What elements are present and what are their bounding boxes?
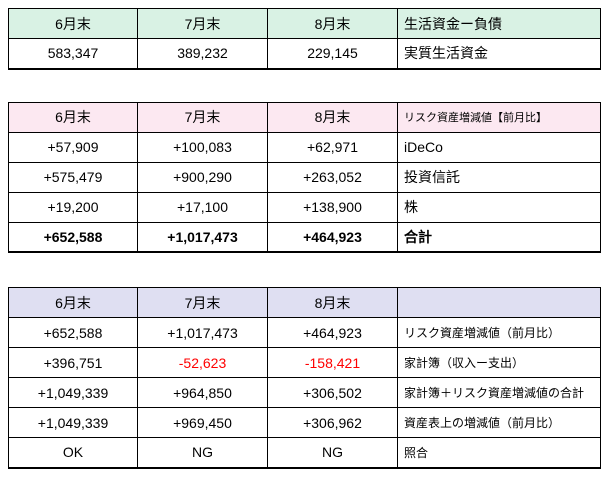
table-row: +19,200 +17,100 +138,900 株 xyxy=(8,191,601,223)
check-result-cell: NG xyxy=(267,437,398,469)
label-reconcile: 照合 xyxy=(397,437,601,469)
value-cell: +1,049,339 xyxy=(8,407,138,438)
value-cell: +464,923 xyxy=(267,221,398,253)
value-cell: +652,588 xyxy=(8,317,138,348)
label-total: 合計 xyxy=(397,221,601,253)
value-cell: +138,900 xyxy=(267,191,398,223)
header-risk-asset-change: リスク資産増減値【前月比】 xyxy=(397,101,601,133)
reconciliation-table: 6月末 7月末 8月末 +652,588 +1,017,473 +464,923… xyxy=(8,287,601,469)
label-net-living-funds: 実質生活資金 xyxy=(397,38,601,70)
value-cell: +19,200 xyxy=(8,191,138,223)
value-cell: +263,052 xyxy=(267,161,398,193)
header-august-end: 8月末 xyxy=(267,8,398,39)
living-funds-table: 6月末 7月末 8月末 生活資金ー負債 583,347 389,232 229,… xyxy=(8,8,601,70)
table-row: 583,347 389,232 229,145 実質生活資金 xyxy=(8,38,601,70)
value-cell: +62,971 xyxy=(267,131,398,163)
table-row: OK NG NG 照合 xyxy=(8,437,601,469)
value-cell: +969,450 xyxy=(137,407,268,438)
table-row: +575,479 +900,290 +263,052 投資信託 xyxy=(8,161,601,193)
table-row: +396,751 -52,623 -158,421 家計簿（収入ー支出） xyxy=(8,347,601,378)
label-book-plus-risk-total: 家計簿＋リスク資産増減値の合計 xyxy=(397,377,601,408)
table-row: +1,049,339 +964,850 +306,502 家計簿＋リスク資産増減… xyxy=(8,377,601,408)
value-cell: 389,232 xyxy=(137,38,268,70)
value-cell: +575,479 xyxy=(8,161,138,193)
label-stocks: 株 xyxy=(397,191,601,223)
value-cell: -158,421 xyxy=(267,347,398,378)
value-cell: +900,290 xyxy=(137,161,268,193)
value-cell: +17,100 xyxy=(137,191,268,223)
table-row: +1,049,339 +969,450 +306,962 資産表上の増減値（前月… xyxy=(8,407,601,438)
header-july-end: 7月末 xyxy=(137,101,268,133)
header-empty xyxy=(397,287,601,318)
header-august-end: 8月末 xyxy=(267,101,398,133)
header-june-end: 6月末 xyxy=(8,287,138,318)
value-cell: +306,502 xyxy=(267,377,398,408)
header-living-funds-minus-debt: 生活資金ー負債 xyxy=(397,8,601,39)
table-header-row: 6月末 7月末 8月末 リスク資産増減値【前月比】 xyxy=(8,101,601,133)
table-row: +652,588 +1,017,473 +464,923 リスク資産増減値（前月… xyxy=(8,317,601,348)
value-cell: +1,017,473 xyxy=(137,317,268,348)
check-result-cell: OK xyxy=(8,437,138,469)
header-june-end: 6月末 xyxy=(8,101,138,133)
value-cell: +1,049,339 xyxy=(8,377,138,408)
value-cell: +964,850 xyxy=(137,377,268,408)
header-june-end: 6月末 xyxy=(8,8,138,39)
table-row: +57,909 +100,083 +62,971 iDeCo xyxy=(8,131,601,163)
label-risk-asset-change: リスク資産増減値（前月比） xyxy=(397,317,601,348)
risk-asset-change-table: 6月末 7月末 8月末 リスク資産増減値【前月比】 +57,909 +100,0… xyxy=(8,101,601,253)
label-investment-trust: 投資信託 xyxy=(397,161,601,193)
header-july-end: 7月末 xyxy=(137,8,268,39)
value-cell: +306,962 xyxy=(267,407,398,438)
value-cell: -52,623 xyxy=(137,347,268,378)
label-ideco: iDeCo xyxy=(397,131,601,163)
table-row-total: +652,588 +1,017,473 +464,923 合計 xyxy=(8,221,601,253)
header-july-end: 7月末 xyxy=(137,287,268,318)
value-cell: +57,909 xyxy=(8,131,138,163)
value-cell: +1,017,473 xyxy=(137,221,268,253)
value-cell: 229,145 xyxy=(267,38,398,70)
table-header-row: 6月末 7月末 8月末 xyxy=(8,287,601,318)
report-page: 6月末 7月末 8月末 生活資金ー負債 583,347 389,232 229,… xyxy=(8,8,601,469)
value-cell: +396,751 xyxy=(8,347,138,378)
value-cell: +652,588 xyxy=(8,221,138,253)
value-cell: +100,083 xyxy=(137,131,268,163)
value-cell: +464,923 xyxy=(267,317,398,348)
check-result-cell: NG xyxy=(137,437,268,469)
header-august-end: 8月末 xyxy=(267,287,398,318)
label-asset-sheet-change: 資産表上の増減値（前月比） xyxy=(397,407,601,438)
value-cell: 583,347 xyxy=(8,38,138,70)
label-household-book: 家計簿（収入ー支出） xyxy=(397,347,601,378)
table-header-row: 6月末 7月末 8月末 生活資金ー負債 xyxy=(8,8,601,39)
